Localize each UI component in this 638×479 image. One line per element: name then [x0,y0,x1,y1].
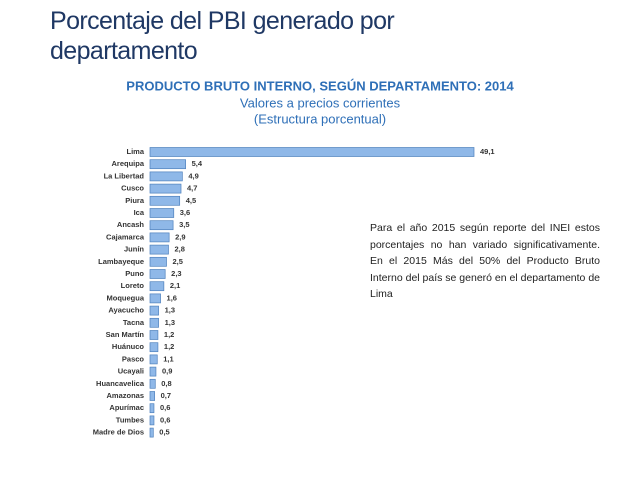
bar [149,147,475,157]
value-label: 4,9 [188,171,198,180]
category-label: Arequipa [111,159,144,168]
category-label: Pasco [122,354,145,363]
bar [149,269,166,279]
slide-title: Porcentaje del PBI generado por departam… [50,7,395,65]
chart-subtitle: (Estructura porcentual) [254,111,386,126]
value-label: 1,2 [164,330,174,339]
category-label: Piura [125,196,145,205]
bar [149,391,155,401]
bar [149,427,154,438]
bar [149,159,186,170]
value-label: 2,3 [171,269,181,278]
bar [149,281,165,292]
value-label: 1,2 [164,342,174,351]
chart-title: PRODUCTO BRUTO INTERNO, SEGÚN DEPARTAMEN… [126,78,514,93]
bar [149,378,156,389]
value-label: 0,7 [161,391,171,400]
bar [149,244,169,255]
value-label: 2,5 [172,257,182,266]
chart-subtitle: Valores a precios corrientes [240,95,401,110]
value-label: 49,1 [480,147,495,156]
category-label: Tacna [123,318,145,327]
bar [149,232,170,243]
value-label: 0,8 [161,379,171,388]
bar [149,366,157,377]
category-label: Ica [134,208,145,217]
category-label: Amazonas [106,391,144,400]
value-label: 1,3 [165,306,175,315]
category-label: Moquegua [107,293,145,302]
category-label: Lambayeque [98,257,144,266]
value-label: 1,1 [163,354,173,363]
bar [149,195,181,206]
value-label: 1,3 [165,318,175,327]
value-label: 0,6 [160,415,170,424]
category-label: Junín [124,245,144,254]
category-label: Huancavelica [96,379,145,388]
category-label: San Martín [106,330,145,339]
bar [149,220,174,231]
bar [149,415,155,426]
value-label: 3,6 [180,208,190,217]
value-label: 4,7 [187,184,197,193]
value-label: 0,5 [159,428,169,437]
bar [149,208,175,218]
bar [149,256,167,267]
bar [149,354,158,365]
value-label: 1,6 [167,293,177,302]
value-label: 5,4 [192,159,203,168]
category-label: Madre de Dios [93,428,144,437]
bar [149,317,159,328]
category-label: Cusco [121,184,144,193]
category-label: Cajamarca [106,232,145,241]
value-label: 0,9 [162,367,172,376]
category-label: La Libertad [104,171,145,180]
category-label: Tumbes [116,415,144,424]
bar [149,330,159,340]
bar [149,342,159,353]
value-label: 3,5 [179,220,189,229]
category-label: Loreto [121,281,145,290]
category-label: Huánuco [112,342,145,351]
category-label: Ayacucho [108,306,144,315]
category-label: Ucayali [118,367,144,376]
value-label: 2,8 [174,245,184,254]
bar [149,183,182,194]
bar [149,171,183,182]
category-label: Apurímac [109,403,144,412]
bar [149,403,155,414]
value-label: 0,6 [160,403,170,412]
value-label: 2,1 [170,281,180,290]
bar [149,293,161,304]
category-label: Puno [125,269,144,278]
value-label: 2,9 [175,232,185,241]
note-text: Para el año 2015 según reporte del INEI … [370,222,600,300]
category-label: Lima [126,147,144,156]
value-label: 4,5 [186,196,196,205]
category-label: Ancash [117,220,145,229]
bar [149,305,159,316]
